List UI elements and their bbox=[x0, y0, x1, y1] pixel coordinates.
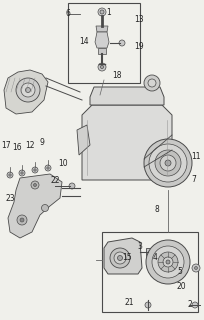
Bar bbox=[102, 232, 198, 312]
Text: 13: 13 bbox=[134, 15, 144, 24]
Text: 3: 3 bbox=[137, 242, 142, 251]
Circle shape bbox=[26, 87, 31, 92]
Text: 10: 10 bbox=[58, 159, 68, 168]
Circle shape bbox=[41, 204, 49, 212]
Circle shape bbox=[110, 248, 130, 268]
Circle shape bbox=[21, 172, 23, 174]
Circle shape bbox=[31, 181, 39, 189]
Circle shape bbox=[45, 165, 51, 171]
Circle shape bbox=[149, 144, 187, 182]
Polygon shape bbox=[96, 26, 108, 32]
Circle shape bbox=[192, 264, 200, 272]
Circle shape bbox=[160, 155, 176, 171]
Text: 5: 5 bbox=[177, 268, 182, 276]
Polygon shape bbox=[82, 105, 172, 180]
Circle shape bbox=[20, 218, 24, 222]
Circle shape bbox=[69, 183, 75, 189]
Circle shape bbox=[118, 255, 122, 260]
Text: 1: 1 bbox=[106, 8, 111, 17]
Circle shape bbox=[144, 75, 160, 91]
Circle shape bbox=[33, 183, 37, 187]
Circle shape bbox=[16, 78, 40, 102]
Text: 7: 7 bbox=[191, 175, 196, 184]
Circle shape bbox=[100, 10, 104, 14]
Polygon shape bbox=[104, 238, 142, 274]
Circle shape bbox=[166, 260, 170, 264]
Text: 22: 22 bbox=[50, 176, 60, 185]
Circle shape bbox=[98, 63, 106, 71]
Circle shape bbox=[114, 252, 126, 264]
Text: 15: 15 bbox=[123, 253, 132, 262]
Text: 2: 2 bbox=[187, 300, 192, 309]
Circle shape bbox=[119, 40, 125, 46]
Text: 12: 12 bbox=[25, 141, 34, 150]
Polygon shape bbox=[8, 174, 62, 238]
Polygon shape bbox=[77, 125, 90, 155]
Circle shape bbox=[34, 169, 36, 171]
Polygon shape bbox=[90, 87, 164, 105]
Circle shape bbox=[145, 302, 151, 308]
Text: 23: 23 bbox=[5, 194, 15, 203]
Circle shape bbox=[192, 302, 198, 308]
Text: 21: 21 bbox=[125, 298, 134, 307]
Text: 4: 4 bbox=[153, 253, 157, 262]
Circle shape bbox=[101, 66, 103, 68]
Circle shape bbox=[98, 8, 106, 16]
Text: 19: 19 bbox=[134, 42, 144, 51]
Bar bbox=[146, 248, 152, 256]
Text: 18: 18 bbox=[113, 71, 122, 80]
Circle shape bbox=[165, 160, 171, 166]
Circle shape bbox=[144, 139, 192, 187]
Text: 8: 8 bbox=[155, 205, 160, 214]
Circle shape bbox=[194, 267, 197, 269]
Circle shape bbox=[21, 83, 35, 97]
Circle shape bbox=[163, 257, 173, 267]
Polygon shape bbox=[98, 48, 106, 54]
Circle shape bbox=[17, 215, 27, 225]
Circle shape bbox=[7, 172, 13, 178]
Text: 6: 6 bbox=[66, 9, 71, 18]
Polygon shape bbox=[4, 70, 48, 114]
Text: 9: 9 bbox=[39, 138, 44, 147]
Polygon shape bbox=[95, 32, 109, 48]
Text: 20: 20 bbox=[177, 282, 186, 291]
Circle shape bbox=[32, 167, 38, 173]
Text: 16: 16 bbox=[12, 143, 22, 152]
Circle shape bbox=[155, 150, 181, 176]
Circle shape bbox=[152, 246, 184, 278]
Text: 17: 17 bbox=[1, 141, 11, 150]
Circle shape bbox=[9, 174, 11, 176]
Circle shape bbox=[19, 170, 25, 176]
Bar bbox=[68, 3, 140, 83]
Circle shape bbox=[146, 240, 190, 284]
Circle shape bbox=[148, 79, 156, 87]
Text: 14: 14 bbox=[79, 37, 89, 46]
Circle shape bbox=[158, 252, 178, 272]
Circle shape bbox=[47, 167, 49, 169]
Text: 11: 11 bbox=[191, 152, 201, 161]
